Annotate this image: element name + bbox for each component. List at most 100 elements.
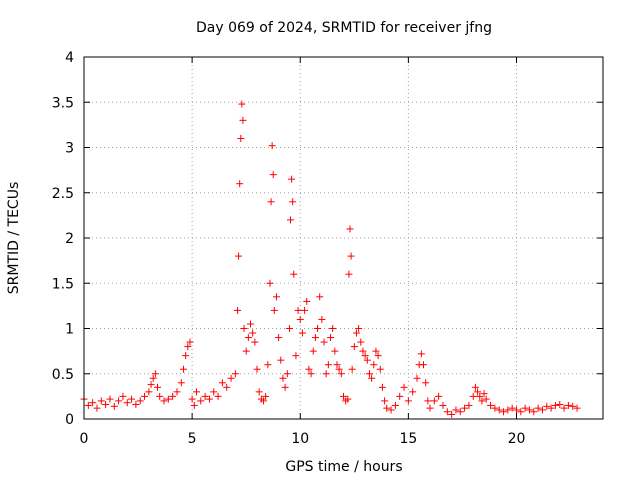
data-point (115, 397, 123, 405)
data-point (345, 270, 353, 278)
data-point (210, 388, 218, 396)
data-point (177, 379, 185, 387)
data-point (173, 388, 181, 396)
data-point (255, 388, 263, 396)
data-point (249, 329, 257, 337)
data-point (404, 397, 412, 405)
data-point (346, 225, 354, 233)
data-point (370, 361, 378, 369)
data-point (316, 293, 324, 301)
data-point (214, 392, 222, 400)
data-point (420, 361, 428, 369)
data-point (374, 352, 382, 360)
data-point (504, 406, 512, 414)
data-point (400, 383, 408, 391)
data-point (289, 198, 297, 206)
data-point (478, 397, 486, 405)
data-point (355, 325, 363, 332)
data-point (381, 397, 389, 405)
data-point (182, 352, 190, 360)
data-point (417, 350, 425, 358)
data-point (156, 392, 164, 400)
data-point (368, 374, 376, 382)
data-point (530, 408, 538, 416)
data-point (288, 175, 296, 183)
data-point (476, 392, 484, 400)
plot-frame (83, 56, 604, 420)
data-point (303, 297, 311, 305)
data-point (292, 352, 300, 360)
data-point (318, 315, 326, 323)
data-point (251, 338, 259, 346)
data-point (149, 374, 157, 382)
data-point (487, 401, 495, 409)
data-point (456, 408, 464, 416)
data-point (262, 392, 270, 400)
data-point (110, 402, 118, 410)
data-point (569, 402, 577, 410)
data-point (337, 370, 345, 378)
axis-ticks: 0 0.5 1 1.5 2 2.5 3 3.5 4 0 5 10 15 20 (52, 50, 603, 447)
data-point (236, 180, 244, 188)
data-point (413, 374, 421, 382)
data-point (573, 404, 581, 412)
data-point (517, 408, 525, 416)
data-point (556, 401, 564, 409)
data-point (439, 401, 447, 409)
data-point (145, 388, 153, 396)
data-point (270, 306, 278, 314)
data-point (218, 379, 226, 387)
data-point (564, 401, 572, 409)
data-point (551, 401, 559, 409)
y-tick-label: 0.5 (52, 367, 74, 383)
data-point (253, 365, 261, 373)
data-point (448, 410, 456, 418)
data-point (383, 404, 391, 412)
data-point (430, 397, 438, 405)
data-point (508, 404, 516, 412)
data-point (538, 406, 546, 414)
data-point (443, 408, 451, 416)
y-tick-label: 3 (65, 141, 74, 157)
data-point (169, 392, 177, 400)
y-tick-label: 3.5 (52, 95, 74, 111)
data-point (294, 306, 302, 314)
data-point (301, 306, 309, 314)
data-point (205, 395, 213, 403)
data-point (123, 399, 131, 407)
x-tick-label: 10 (291, 431, 309, 447)
data-point (350, 343, 358, 351)
data-point (543, 402, 551, 410)
x-tick-label: 20 (508, 431, 526, 447)
data-point (132, 401, 140, 409)
data-point (396, 392, 404, 400)
data-point (190, 401, 198, 409)
data-point (89, 399, 97, 407)
x-tick-label: 15 (399, 431, 417, 447)
chart-title: Day 069 of 2024, SRMTID for receiver jfn… (196, 20, 492, 36)
data-point (97, 397, 105, 405)
y-tick-label: 0 (65, 412, 74, 428)
data-point (560, 404, 568, 412)
data-point (275, 334, 283, 342)
data-point (102, 401, 110, 409)
data-point (333, 361, 341, 369)
data-point (357, 338, 365, 346)
data-point (151, 370, 159, 378)
data-point (469, 392, 477, 400)
data-point (335, 365, 343, 373)
data-point (154, 383, 162, 391)
data-point (311, 334, 319, 342)
data-point (268, 142, 276, 150)
data-point (324, 361, 332, 369)
data-point (147, 381, 155, 389)
data-point (93, 404, 101, 412)
data-point (359, 347, 367, 355)
data-point (242, 347, 250, 355)
data-point (495, 406, 503, 414)
data-point (240, 325, 248, 332)
data-point (322, 370, 330, 378)
data-point (534, 404, 542, 412)
data-point (264, 361, 272, 369)
